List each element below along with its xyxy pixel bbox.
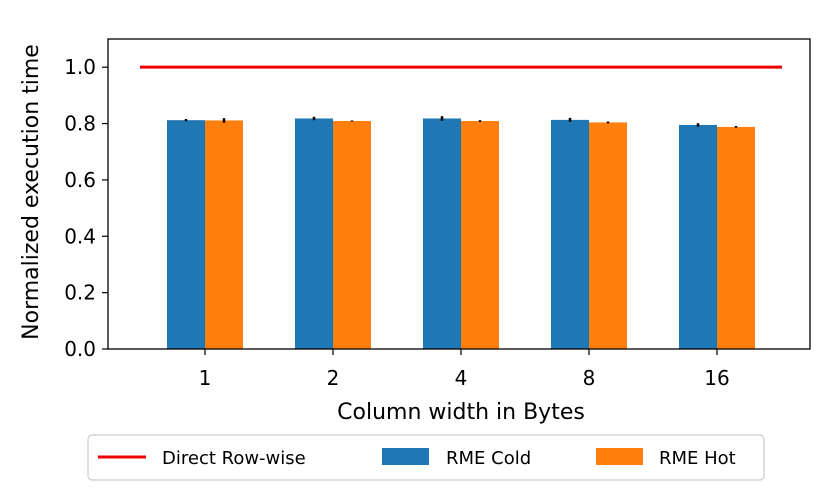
x-tick-label: 16: [704, 366, 729, 390]
bar-rme-hot: [589, 122, 627, 349]
x-tick-label: 4: [455, 366, 468, 390]
y-tick-label: 0.2: [64, 281, 96, 305]
bar-rme-hot: [205, 120, 243, 349]
bars-layer: [167, 118, 755, 350]
bar-rme-cold: [295, 118, 333, 350]
bar-rme-cold: [551, 119, 589, 349]
y-tick-label: 0.0: [64, 337, 96, 361]
x-tick-label: 1: [199, 366, 212, 390]
x-tick-label: 2: [327, 366, 340, 390]
bar-rme-hot: [717, 126, 755, 349]
plot-frame: [107, 38, 811, 350]
x-axis-title: Column width in Bytes: [337, 400, 585, 425]
x-axis-ticks: 1 2 4 8 16: [199, 349, 730, 390]
y-axis-title: Normalized execution time: [19, 44, 44, 340]
bar-rme-hot: [333, 121, 371, 349]
bar-rme-cold: [679, 124, 717, 349]
legend-swatch-rme-hot: [596, 448, 643, 465]
legend: Direct Row-wise RME Cold RME Hot: [87, 434, 765, 481]
y-tick-label: 0.4: [64, 224, 96, 248]
y-tick-label: 0.6: [64, 168, 96, 192]
legend-label-rme-hot: RME Hot: [659, 448, 736, 469]
error-bars-layer: [184, 116, 738, 128]
legend-label-rme-cold: RME Cold: [446, 448, 531, 469]
x-tick-label: 8: [583, 366, 596, 390]
legend-swatch-rme-cold: [382, 448, 429, 465]
legend-label-direct-row-wise: Direct Row-wise: [162, 448, 306, 469]
bar-rme-cold: [167, 120, 205, 349]
bar-rme-cold: [423, 118, 461, 350]
y-tick-label: 0.8: [64, 112, 96, 136]
bar-rme-hot: [461, 121, 499, 349]
y-tick-label: 1.0: [64, 55, 96, 79]
y-axis-ticks: 0.0 0.2 0.4 0.6 0.8 1.0: [64, 55, 108, 361]
